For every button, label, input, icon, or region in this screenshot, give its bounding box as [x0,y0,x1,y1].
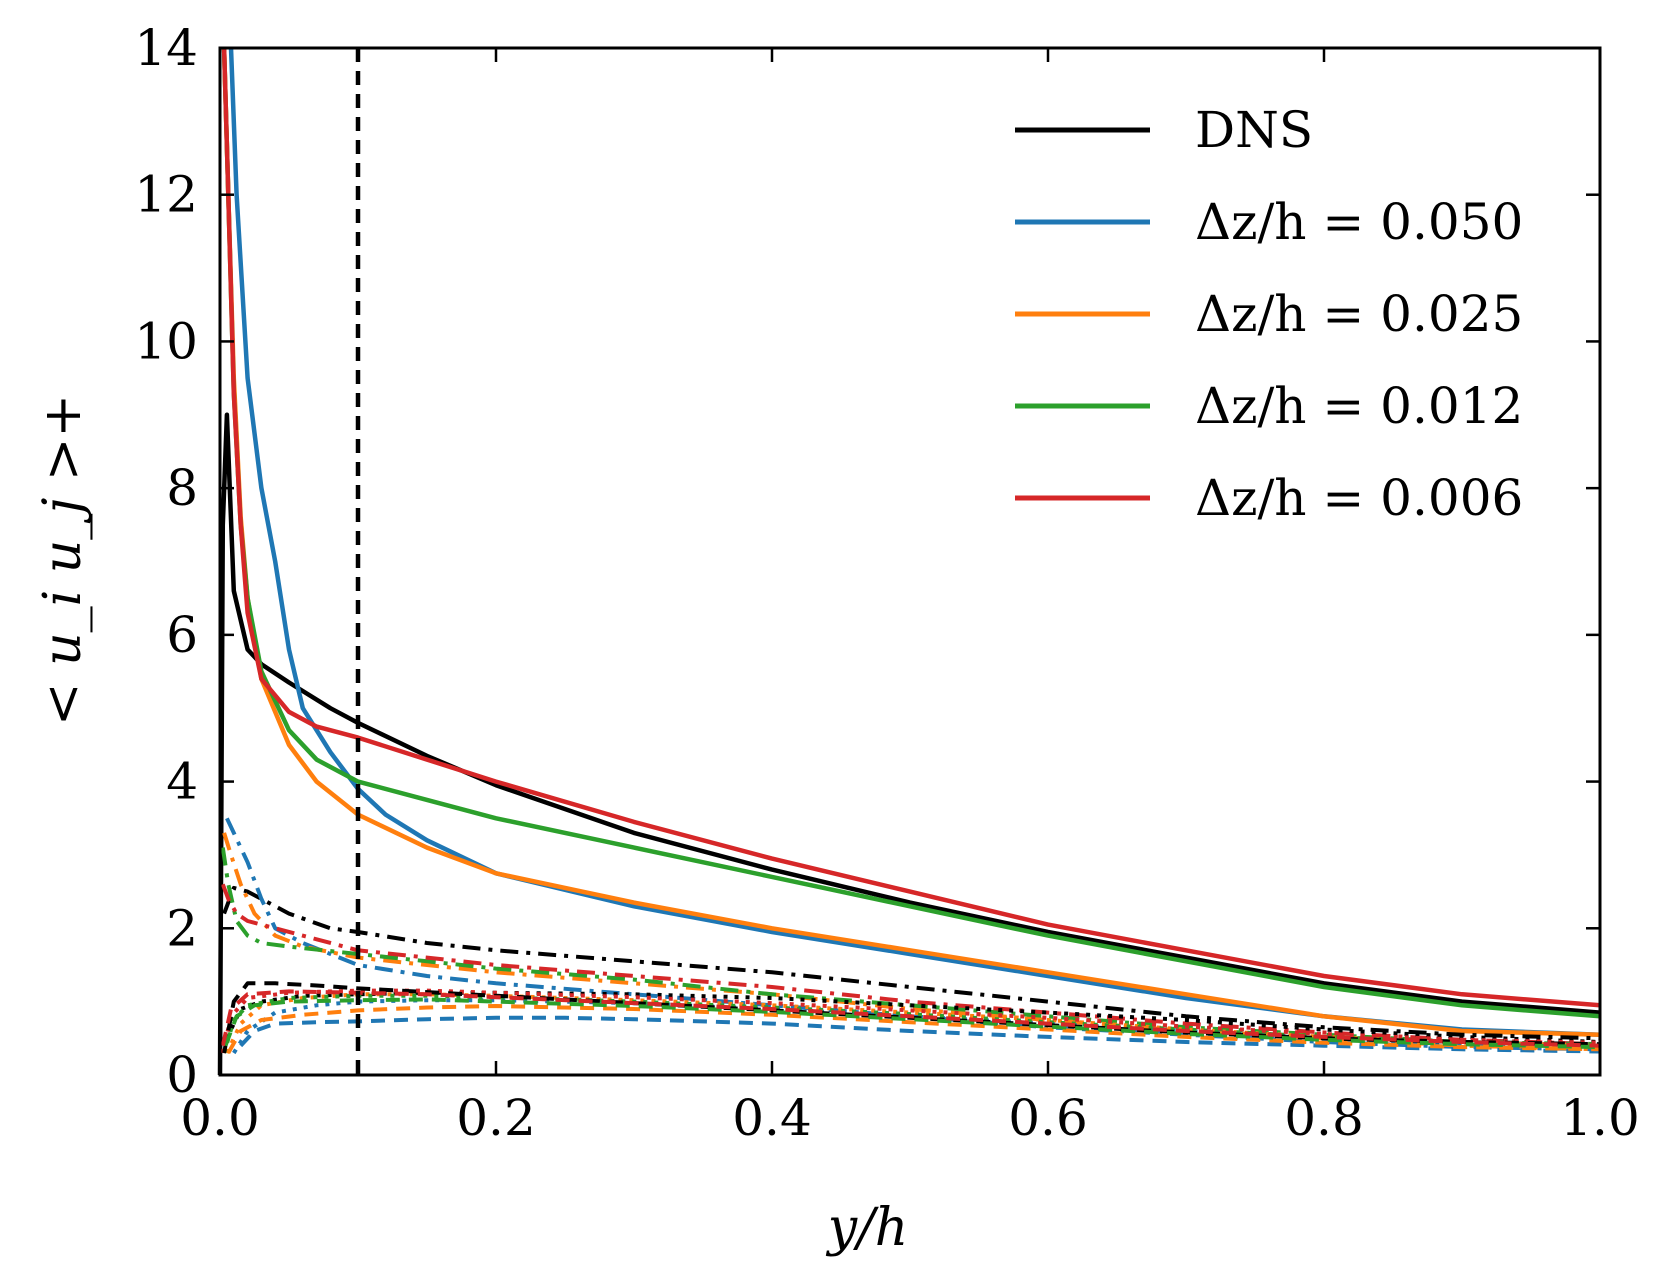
legend-label-dz012: Δz/h = 0.012 [1195,377,1523,435]
legend-label-dz006: Δz/h = 0.006 [1195,469,1523,527]
y-tick-label: 0 [166,1046,198,1104]
series-line-0-006-uv [220,989,1601,1048]
y-tick-label: 12 [134,166,198,224]
y-axis-label: < u_i u_j >+ [33,394,93,726]
legend-label-dz050: Δz/h = 0.050 [1195,193,1523,251]
series-line-0-050-ww [225,817,1601,1052]
legend: DNS Δz/h = 0.050 Δz/h = 0.025 Δz/h = 0.012 Δ… [1015,101,1523,527]
x-axis-label: y/h [826,1198,908,1258]
y-tick-label: 10 [134,312,198,370]
plot-frame [218,46,1602,1077]
y-tick-label: 2 [166,899,198,957]
x-tick-label: 0.0 [180,1089,260,1147]
legend-label-dns: DNS [1195,101,1313,159]
y-tick-label: 6 [166,606,198,664]
x-tick-label: 0.4 [732,1089,812,1147]
x-tick-label: 0.6 [1008,1089,1088,1147]
series-line-0-006-uu [221,47,1601,1008]
ticks-layer: 0.0 0.2 0.4 0.6 0.8 1.0 0 2 4 6 8 10 12 14 [134,19,1639,1147]
series-line-dns-ww [222,885,1601,1041]
series-line-0-050-uu [228,47,1601,1037]
x-tick-label: 1.0 [1560,1089,1640,1147]
legend-label-dz025: Δz/h = 0.025 [1195,285,1523,343]
series-line-0-025-uv [226,1004,1601,1054]
series-line-0-012-ww [220,847,1601,1048]
x-tick-label: 0.8 [1284,1089,1364,1147]
y-tick-label: 14 [134,19,198,77]
series-line-dns-uu [217,412,1601,1076]
series-line-0-006-ww [220,883,1601,1047]
y-tick-label: 8 [166,459,198,517]
y-tick-label: 4 [166,753,198,811]
series-layer [217,47,1601,1076]
series-line-0-050-uv [239,1015,1601,1054]
series-line-dns-vv [225,990,1601,1044]
x-tick-label: 0.2 [456,1089,536,1147]
